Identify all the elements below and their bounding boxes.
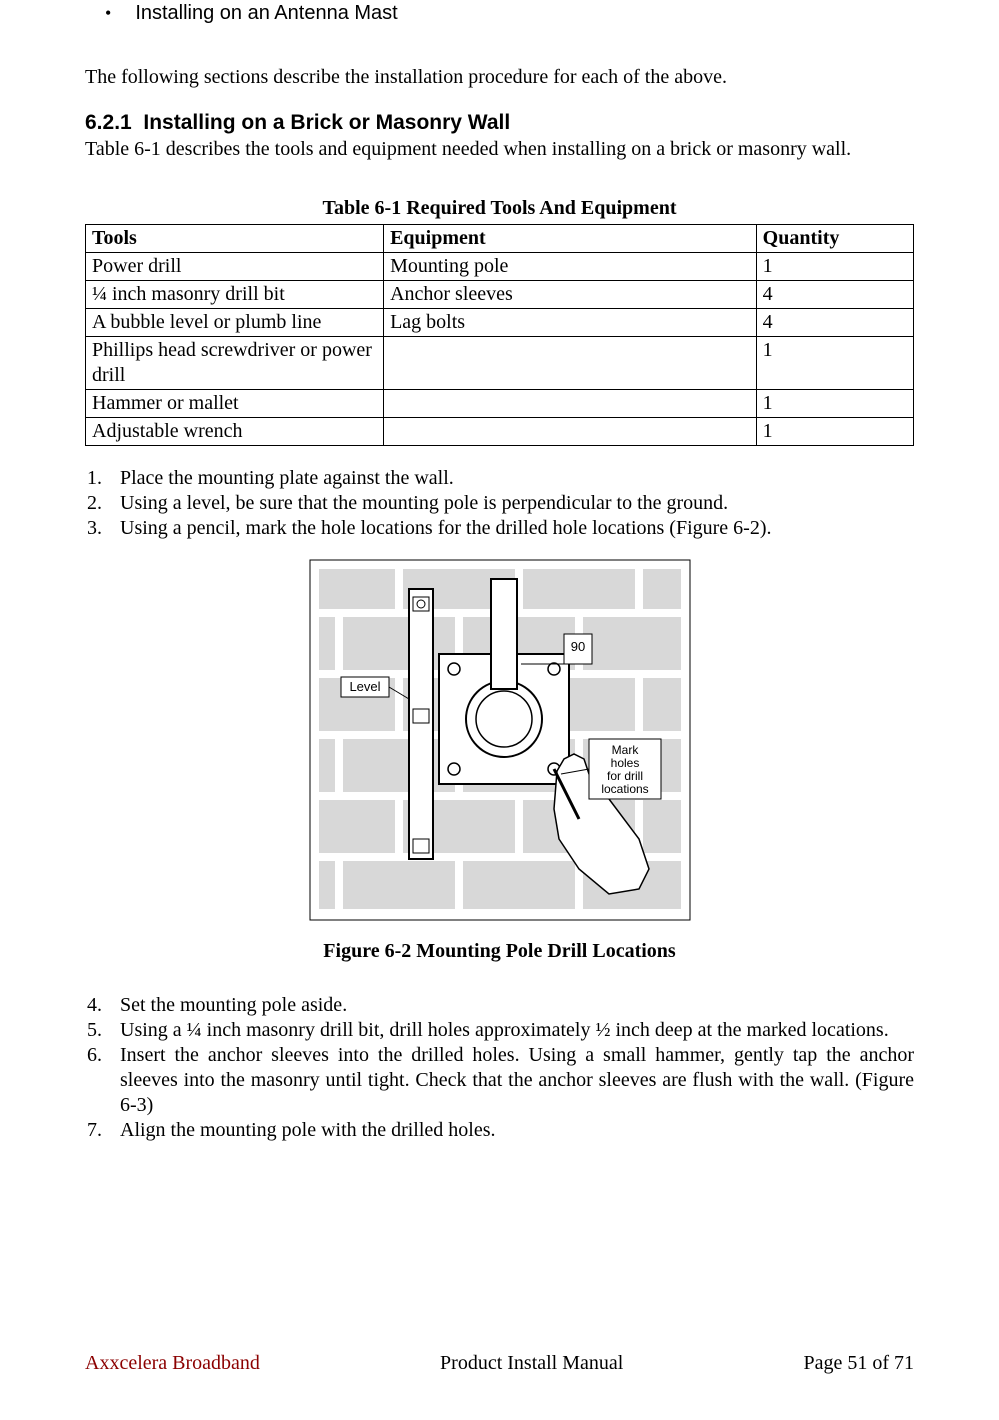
- bullet-item: • Installing on an Antenna Mast: [85, 2, 914, 25]
- cell-qty: 1: [756, 390, 913, 418]
- header-equipment: Equipment: [384, 225, 757, 253]
- cell-tools: ¼ inch masonry drill bit: [86, 281, 384, 309]
- figure-svg: Level 90 Mark holes for drill locations: [309, 559, 691, 921]
- footer-center: Product Install Manual: [440, 1352, 623, 1375]
- cell-equipment: [384, 337, 757, 390]
- cell-equipment: Lag bolts: [384, 309, 757, 337]
- bullet-dot: •: [105, 3, 111, 24]
- mark-label-2: holes: [610, 756, 639, 770]
- cell-equipment: [384, 418, 757, 446]
- cell-tools: Power drill: [86, 253, 384, 281]
- table-row: Power drill Mounting pole 1: [86, 253, 914, 281]
- bullet-text: Installing on an Antenna Mast: [135, 2, 397, 25]
- footer-right: Page 51 of 71: [803, 1352, 914, 1375]
- table-row: A bubble level or plumb line Lag bolts 4: [86, 309, 914, 337]
- step-item: Using a level, be sure that the mounting…: [107, 491, 914, 516]
- mark-label-1: Mark: [611, 743, 639, 757]
- step-item: Using a ¼ inch masonry drill bit, drill …: [107, 1018, 914, 1043]
- table-row: Hammer or mallet 1: [86, 390, 914, 418]
- table-row: ¼ inch masonry drill bit Anchor sleeves …: [86, 281, 914, 309]
- intro-paragraph: The following sections describe the inst…: [85, 65, 914, 89]
- header-tools: Tools: [86, 225, 384, 253]
- cell-tools: Phillips head screwdriver or power drill: [86, 337, 384, 390]
- level-label: Level: [349, 679, 380, 694]
- figure-caption: Figure 6-2 Mounting Pole Drill Locations: [85, 940, 914, 963]
- tools-table: Tools Equipment Quantity Power drill Mou…: [85, 224, 914, 446]
- angle-label: 90: [570, 639, 584, 654]
- step-item: Place the mounting plate against the wal…: [107, 466, 914, 491]
- section-number: 6.2.1: [85, 111, 132, 134]
- section-heading: 6.2.1 Installing on a Brick or Masonry W…: [85, 111, 914, 135]
- cell-qty: 1: [756, 418, 913, 446]
- cell-qty: 4: [756, 309, 913, 337]
- cell-tools: A bubble level or plumb line: [86, 309, 384, 337]
- figure-container: Level 90 Mark holes for drill locations: [85, 559, 914, 926]
- section-body: Table 6-1 describes the tools and equipm…: [85, 137, 914, 161]
- step-item: Align the mounting pole with the drilled…: [107, 1118, 914, 1143]
- header-quantity: Quantity: [756, 225, 913, 253]
- section-title: Installing on a Brick or Masonry Wall: [143, 111, 510, 134]
- table-title: Table 6-1 Required Tools And Equipment: [85, 197, 914, 220]
- cell-equipment: Anchor sleeves: [384, 281, 757, 309]
- cell-qty: 1: [756, 337, 913, 390]
- table-row: Adjustable wrench 1: [86, 418, 914, 446]
- cell-tools: Adjustable wrench: [86, 418, 384, 446]
- cell-qty: 4: [756, 281, 913, 309]
- steps-list-2: Set the mounting pole aside. Using a ¼ i…: [85, 993, 914, 1143]
- cell-equipment: [384, 390, 757, 418]
- footer-left: Axxcelera Broadband: [85, 1352, 260, 1375]
- page-footer: Axxcelera Broadband Product Install Manu…: [85, 1352, 914, 1375]
- cell-equipment: Mounting pole: [384, 253, 757, 281]
- step-item: Insert the anchor sleeves into the drill…: [107, 1043, 914, 1118]
- step-item: Using a pencil, mark the hole locations …: [107, 516, 914, 541]
- table-header-row: Tools Equipment Quantity: [86, 225, 914, 253]
- mark-label-4: locations: [601, 782, 648, 796]
- steps-list-1: Place the mounting plate against the wal…: [85, 466, 914, 541]
- table-row: Phillips head screwdriver or power drill…: [86, 337, 914, 390]
- step-item: Set the mounting pole aside.: [107, 993, 914, 1018]
- cell-tools: Hammer or mallet: [86, 390, 384, 418]
- mark-label-3: for drill: [606, 769, 642, 783]
- cell-qty: 1: [756, 253, 913, 281]
